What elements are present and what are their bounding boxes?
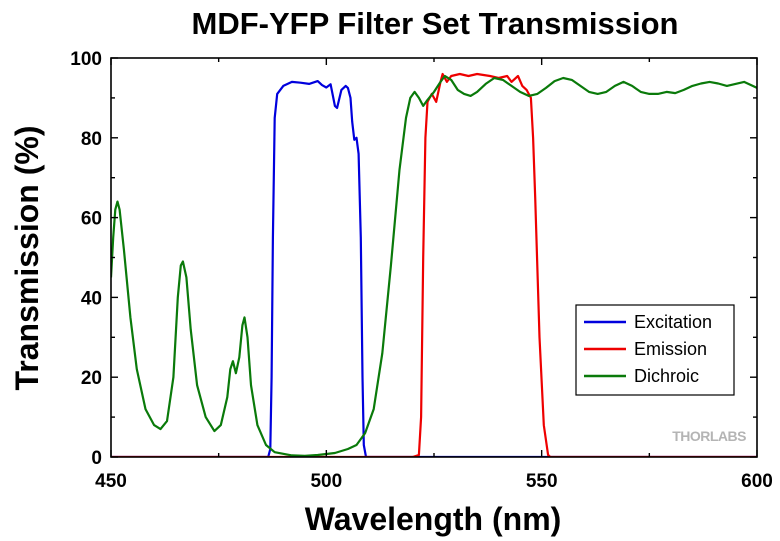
y-tick-label: 0 <box>91 448 102 469</box>
thorlabs-logo: THORLABS <box>672 428 746 444</box>
legend-label-emission: Emission <box>634 339 707 359</box>
legend-label-dichroic: Dichroic <box>634 366 699 386</box>
y-tick-label: 20 <box>81 368 102 389</box>
chart-title: MDF-YFP Filter Set Transmission <box>192 6 679 41</box>
series-line-excitation <box>111 80 757 457</box>
y-tick-label: 40 <box>81 288 102 309</box>
x-tick-label: 450 <box>95 471 127 492</box>
series-lines <box>111 72 757 457</box>
x-tick-label: 600 <box>741 471 773 492</box>
legend: Excitation Emission Dichroic <box>575 304 735 396</box>
y-tick-label: 100 <box>70 49 102 70</box>
x-axis-title: Wavelength (nm) <box>305 501 562 537</box>
y-tick-label: 60 <box>81 209 102 230</box>
plot-frame <box>110 57 758 458</box>
series-line-emission <box>111 72 757 457</box>
plot-area: 450 500 550 600 0 20 40 60 80 100 Excitation Emissi… <box>70 49 773 492</box>
series-line-dichroic <box>111 74 757 457</box>
x-tick-label: 550 <box>526 471 558 492</box>
y-tick-label: 80 <box>81 129 102 150</box>
x-tick-label: 500 <box>310 471 342 492</box>
y-axis-title: Transmission (%) <box>9 126 45 391</box>
legend-label-excitation: Excitation <box>634 312 712 332</box>
